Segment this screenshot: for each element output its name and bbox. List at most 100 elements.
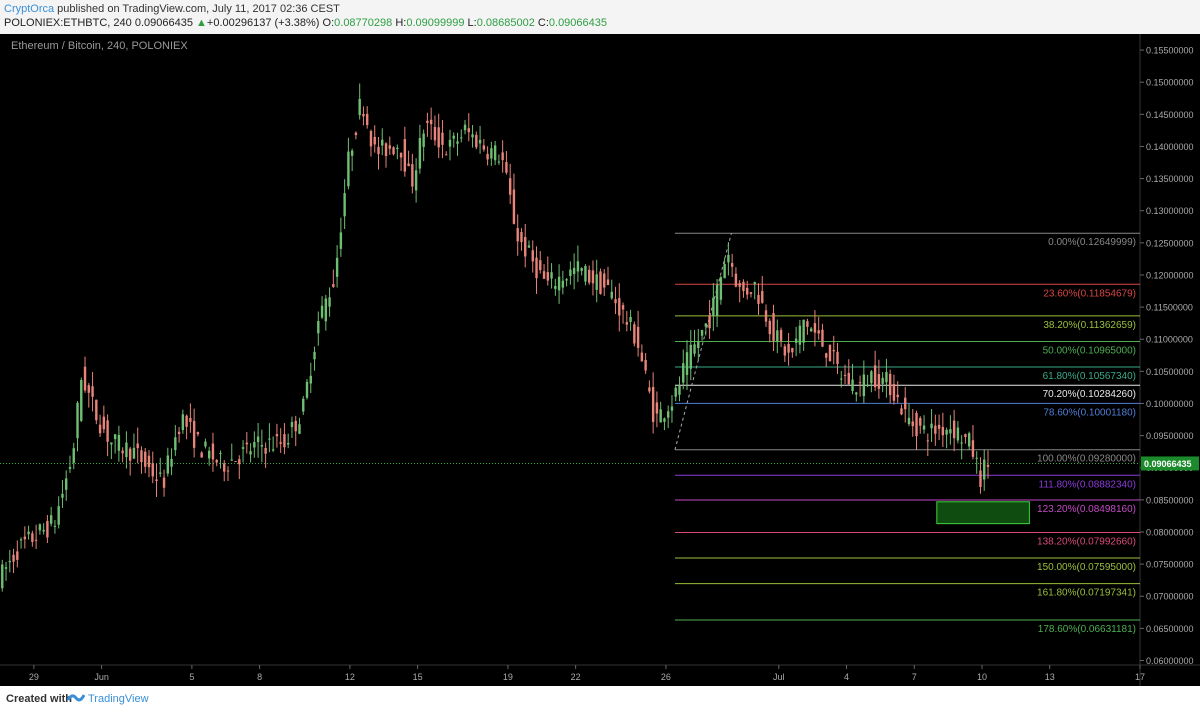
candle-body (42, 529, 45, 532)
close-value: 0.09066435 (548, 17, 608, 29)
candle-body (125, 442, 128, 458)
candle-body (407, 163, 410, 167)
candle-body (659, 409, 662, 423)
candle-body (501, 152, 504, 161)
candle-body (941, 426, 945, 436)
candle-body (23, 536, 27, 540)
candle-body (493, 145, 497, 161)
candle-body (926, 440, 930, 442)
price-change: +0.00296137 (+3.38%) (206, 17, 320, 29)
high-label: H: (395, 17, 407, 29)
candle-body (463, 124, 467, 131)
candle-body (512, 189, 516, 224)
y-tick-label: 0.14500000 (1146, 110, 1194, 120)
candle-body (606, 279, 610, 286)
candle-body (170, 458, 173, 467)
candle-body (904, 397, 907, 410)
candle-body (625, 322, 629, 325)
candle-body (524, 236, 527, 257)
candle-body (682, 363, 685, 383)
candle-body (557, 276, 561, 291)
candle-body (670, 406, 674, 411)
candle-body (817, 330, 820, 334)
candle-body (426, 120, 429, 123)
author-link[interactable]: CryptOrca (4, 3, 55, 15)
candle-body (65, 478, 68, 490)
candle-body (949, 429, 952, 434)
y-tick-label: 0.15500000 (1146, 46, 1194, 56)
candle-body (151, 463, 154, 477)
candle-body (907, 417, 911, 425)
candle-body (95, 399, 98, 421)
candle-body (847, 372, 850, 385)
price-chart[interactable]: Ethereum / Bitcoin, 240, POLONIEX 0.06000… (0, 34, 1200, 686)
candle-body (335, 257, 339, 277)
candle-body (110, 442, 113, 445)
candle-body (870, 371, 873, 384)
candle-body (437, 127, 440, 148)
last-price-marker-label: 0.09066435 (1144, 459, 1192, 469)
candle-body (309, 375, 312, 384)
chart-header: CryptOrca published on TradingView.com, … (0, 0, 1200, 34)
candle-body (885, 371, 888, 383)
candle-body (712, 297, 715, 317)
candle-body (945, 429, 948, 435)
fib-level-label: 61.80%(0.10567340) (1043, 371, 1136, 382)
candle-body (644, 360, 647, 371)
candle-body (952, 420, 956, 439)
candle-body (840, 378, 843, 380)
candle-body (102, 416, 106, 430)
fib-level-label: 50.00%(0.10965000) (1043, 345, 1136, 356)
candle-body (753, 282, 756, 285)
candle-body (828, 344, 832, 362)
candle-body (260, 445, 264, 447)
x-tick-label: 12 (345, 672, 355, 682)
candle-body (174, 437, 177, 451)
candle-body (19, 539, 23, 541)
candle-body (892, 384, 896, 401)
candle-body (576, 261, 580, 272)
candle-body (147, 455, 151, 468)
candle-body (204, 441, 207, 447)
candle-body (46, 520, 49, 538)
tradingview-logo-icon[interactable] (67, 691, 85, 705)
candle-body (791, 347, 794, 353)
candle-body (162, 477, 166, 488)
candle-body (230, 459, 233, 461)
candle-body (851, 379, 854, 392)
fib-level-label: 161.80%(0.07197341) (1037, 588, 1136, 599)
candle-body (117, 434, 121, 451)
candle-body (207, 450, 211, 459)
candle-body (121, 450, 124, 454)
chart-title: Ethereum / Bitcoin, 240, POLONIEX (11, 40, 188, 52)
candle-body (640, 352, 644, 362)
candle-body (268, 438, 271, 440)
chart-canvas[interactable]: Ethereum / Bitcoin, 240, POLONIEX 0.06000… (0, 34, 1200, 686)
candle-body (678, 385, 681, 395)
candle-body (358, 98, 361, 116)
candle-body (53, 525, 57, 527)
candle-body (783, 346, 787, 356)
candle-body (478, 139, 482, 144)
candle-body (738, 283, 741, 287)
y-tick-label: 0.11000000 (1146, 335, 1193, 345)
candle-body (373, 136, 376, 145)
candle-body (441, 132, 444, 145)
y-tick-label: 0.09500000 (1146, 431, 1194, 441)
candle-body (445, 154, 448, 156)
y-tick-label: 0.08000000 (1146, 527, 1194, 537)
candle-body (76, 402, 79, 439)
tradingview-brand[interactable]: TradingView (88, 693, 149, 705)
symbol-label: POLONIEX:ETHBTC, 240 (4, 17, 132, 29)
candles (1, 83, 990, 592)
candle-body (253, 442, 256, 448)
x-tick-label: 19 (503, 672, 513, 682)
candle-body (275, 434, 279, 437)
candle-body (31, 533, 34, 542)
candle-body (922, 425, 926, 430)
candle-body (825, 353, 828, 358)
candle-body (384, 143, 388, 157)
candle-body (381, 139, 384, 146)
fib-level-label: 111.80%(0.08882340) (1039, 479, 1137, 490)
y-tick-label: 0.07000000 (1146, 592, 1194, 602)
